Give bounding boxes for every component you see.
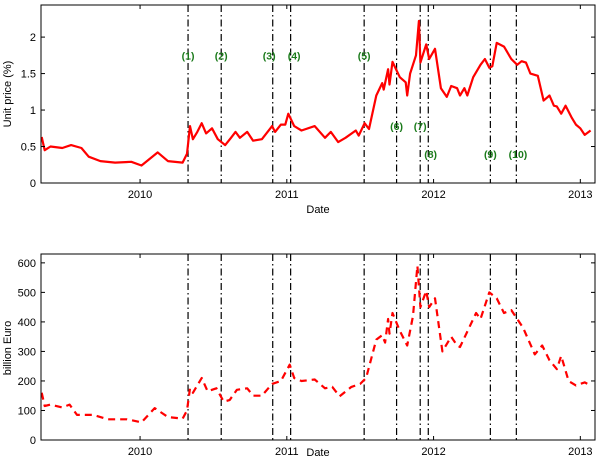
x-tick-label: 2011 <box>275 189 299 201</box>
x-tick-label: 2011 <box>275 446 299 458</box>
x-tick-label: 2010 <box>128 446 152 458</box>
event-annotation: (5) <box>358 50 371 62</box>
y-axis-label: Unit price (%) <box>2 61 14 128</box>
event-annotation: (2) <box>215 50 228 62</box>
y-tick-label: 100 <box>18 405 36 417</box>
axes-frame <box>40 253 596 441</box>
y-axis-label: billion Euro <box>2 321 14 375</box>
event-annotation: (6) <box>390 121 403 133</box>
billion-euro-chart: Date billion Euro 2010 2011 2012 2013 0 100 20… <box>2 253 596 459</box>
x-tick-label: 2013 <box>568 446 592 458</box>
x-axis-label: Date <box>306 204 329 216</box>
event-annotation: (3) <box>263 50 276 62</box>
series-line <box>40 264 592 424</box>
y-tick-label: 1 <box>30 105 36 117</box>
event-annotation: (7) <box>414 121 427 133</box>
event-annotation: (9) <box>484 149 497 161</box>
x-tick-label: 2012 <box>421 446 445 458</box>
y-tick-label: 0.5 <box>21 142 36 154</box>
x-tick-label: 2013 <box>568 189 592 201</box>
y-tick-label: 2 <box>30 32 36 44</box>
event-annotation: (4) <box>288 50 301 62</box>
unit-price-chart: Date Unit price (%) (1) (2) (3) (4) (5) (6) (7… <box>2 4 596 216</box>
y-tick-label: 400 <box>18 317 36 329</box>
series-line <box>40 19 592 167</box>
x-tick-label: 2010 <box>128 189 152 201</box>
y-tick-label: 200 <box>18 376 36 388</box>
event-annotation: (1) <box>182 50 195 62</box>
event-annotation: (8) <box>424 149 437 161</box>
y-tick-label: 600 <box>18 258 36 270</box>
y-tick-label: 500 <box>18 287 36 299</box>
y-tick-label: 300 <box>18 346 36 358</box>
x-tick-label: 2012 <box>421 189 445 201</box>
y-tick-label: 0 <box>30 178 36 190</box>
axes-frame <box>40 4 596 184</box>
event-annotation: (10) <box>509 149 528 161</box>
y-tick-label: 0 <box>30 435 36 447</box>
x-axis-label: Date <box>306 447 329 459</box>
y-tick-label: 1.5 <box>21 69 36 81</box>
